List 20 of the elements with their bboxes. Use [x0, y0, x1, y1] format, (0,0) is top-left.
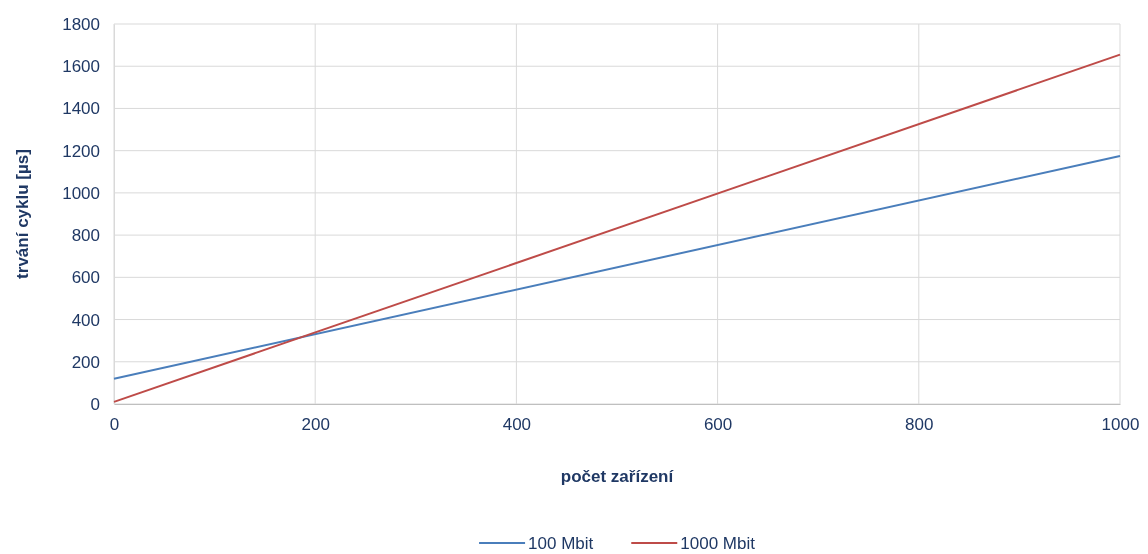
- y-tick-label: 1800: [62, 14, 100, 34]
- y-tick-label: 400: [71, 310, 100, 330]
- x-tick-label: 800: [905, 415, 934, 435]
- y-axis-title: trvání cyklu [µs]: [13, 149, 32, 279]
- legend-label: 100 Mbit: [528, 534, 594, 553]
- x-tick-label: 200: [301, 415, 330, 435]
- x-tick-label: 0: [109, 415, 120, 435]
- x-tick-label: 400: [502, 415, 532, 435]
- x-tick-label: 600: [703, 415, 733, 435]
- y-tick-label: 600: [71, 268, 100, 288]
- x-tick-label: 1000: [1101, 415, 1140, 435]
- y-tick-label: 800: [71, 226, 100, 246]
- y-tick-label: 0: [90, 394, 100, 414]
- y-tick-label: 1000: [62, 183, 100, 203]
- y-tick-label: 1600: [62, 57, 100, 77]
- y-tick-label: 1200: [62, 141, 100, 161]
- y-tick-label: 200: [71, 352, 100, 372]
- y-tick-label: 1400: [62, 99, 100, 119]
- legend-label: 1000 Mbit: [680, 534, 756, 553]
- x-axis-title: počet zařízení: [560, 467, 675, 486]
